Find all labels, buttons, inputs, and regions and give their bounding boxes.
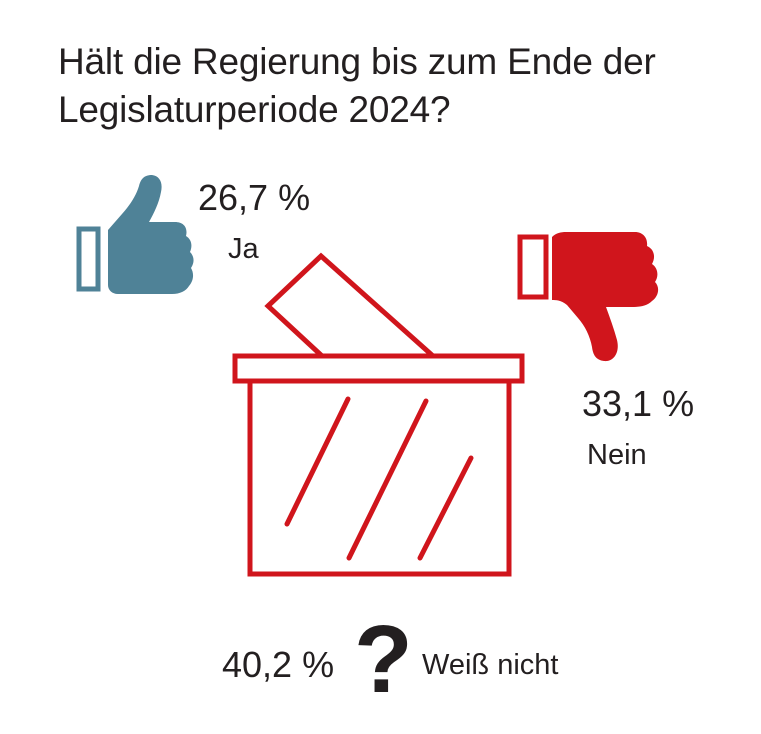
ballot-paper xyxy=(264,252,440,359)
unknown-category-label: Weiß nicht xyxy=(422,649,559,681)
chart-title-line-2: Legislaturperiode 2024? xyxy=(58,89,451,130)
ballot-box-lid xyxy=(232,353,525,384)
ballot-box-body xyxy=(247,378,512,577)
question-mark-icon: ? xyxy=(354,606,413,713)
ballot-box-icon xyxy=(232,252,525,577)
thumbs-down-icon xyxy=(517,232,659,362)
chart-title: Hält die Regierung bis zum Ende der Legi… xyxy=(58,38,738,134)
chart-title-line-1: Hält die Regierung bis zum Ende der xyxy=(58,41,656,82)
no-category-label: Nein xyxy=(587,439,647,471)
thumbs-up-icon xyxy=(76,175,194,294)
unknown-value-label: 40,2 % xyxy=(222,644,335,685)
yes-value-label: 26,7 % xyxy=(198,177,311,218)
yes-category-label: Ja xyxy=(228,233,259,265)
no-value-label: 33,1 % xyxy=(582,383,695,424)
